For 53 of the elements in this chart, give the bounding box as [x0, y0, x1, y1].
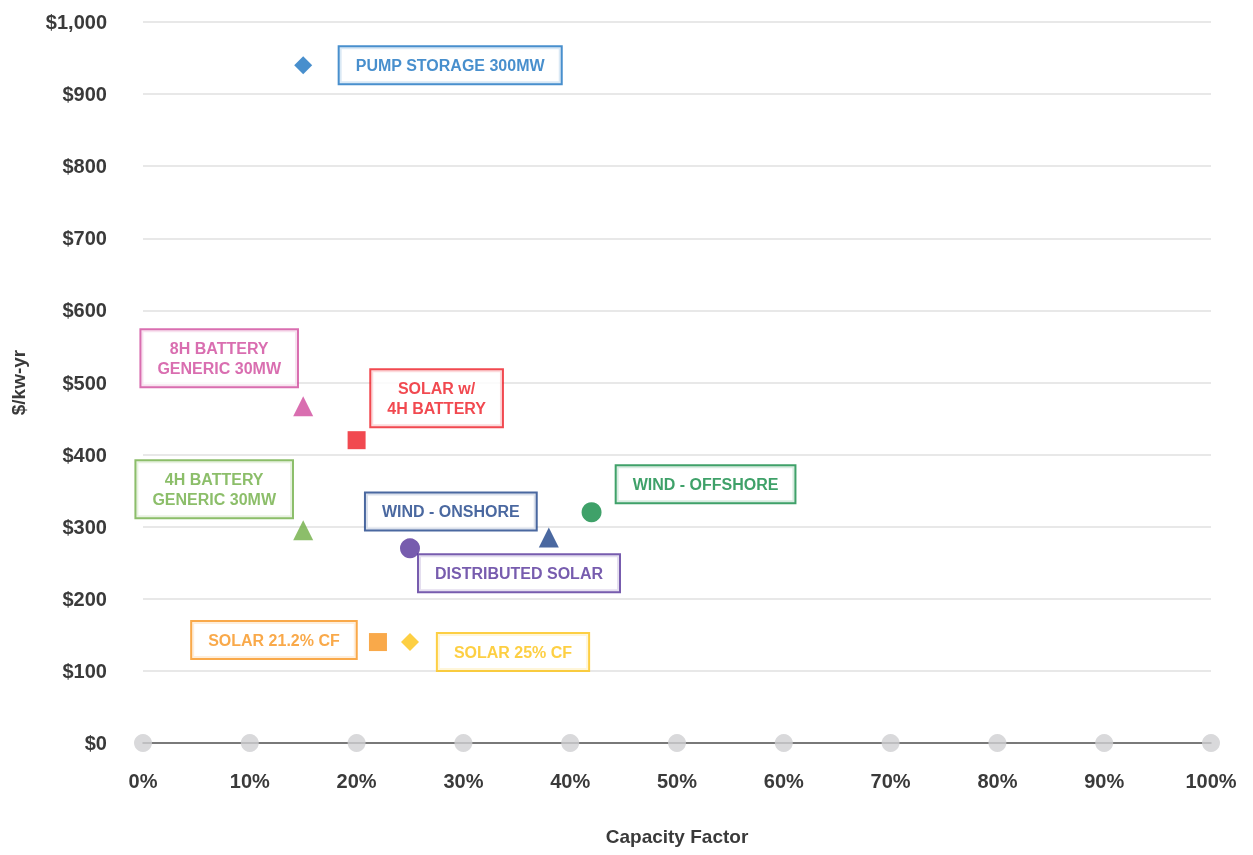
- point: [988, 734, 1007, 752]
- point: [347, 734, 366, 752]
- text: WIND - OFFSHORE: [632, 475, 779, 493]
- point: [347, 431, 366, 450]
- y-axis-title: $/kw-yr: [8, 349, 29, 416]
- y-tick-label: $600: [62, 299, 107, 322]
- x-tick-label: 0%: [128, 770, 158, 792]
- y-tick-label: $100: [62, 659, 107, 682]
- y-tick-label: $500: [62, 371, 107, 394]
- point: [1202, 734, 1220, 752]
- series-label: WIND - ONSHORE: [381, 503, 521, 521]
- series-label: 8H BATTERY GENERIC 30MW: [157, 339, 282, 377]
- y-tick-label: $300: [62, 515, 107, 538]
- x-tick-label: 90%: [1084, 770, 1125, 792]
- x-tick-label: 40%: [550, 770, 591, 792]
- y-tick-label: $0: [84, 732, 107, 754]
- x-tick-label: 60%: [763, 770, 805, 792]
- point: [774, 734, 793, 752]
- y-tick-label: $800: [62, 155, 107, 178]
- x-tick-label: 20%: [336, 770, 377, 792]
- point: [538, 527, 559, 548]
- point: [668, 734, 686, 752]
- y-tick-label: $900: [62, 83, 107, 106]
- x-tick-label: 30%: [443, 770, 484, 792]
- point: [1095, 734, 1114, 752]
- series-label: 4H BATTERY GENERIC 30MW: [152, 470, 277, 508]
- point: [881, 734, 900, 752]
- series-label: SOLAR 21.2% CF: [208, 631, 340, 649]
- x-tick-label: 10%: [229, 770, 271, 792]
- point: [581, 502, 602, 523]
- x-tick-label: 100%: [1185, 770, 1237, 792]
- point: [401, 633, 419, 652]
- point: [134, 734, 152, 752]
- text: PUMP STORAGE 300MW: [355, 56, 546, 74]
- point: [293, 520, 314, 541]
- x-tick-label: 50%: [656, 770, 698, 792]
- y-tick-label: $1,000: [45, 11, 107, 33]
- series-label: SOLAR w/ 4H BATTERY: [387, 379, 487, 417]
- series-label: DISTRIBUTED SOLAR: [435, 564, 604, 582]
- point: [561, 734, 580, 752]
- x-tick-label: 70%: [870, 770, 911, 792]
- point: [400, 538, 420, 559]
- point: [368, 633, 387, 652]
- x-axis-title: Capacity Factor: [605, 826, 749, 847]
- y-tick-label: $700: [62, 227, 107, 250]
- point: [294, 56, 313, 75]
- x-tick-label: 80%: [977, 770, 1018, 792]
- y-tick-label: $400: [62, 443, 107, 466]
- text: SOLAR 25% CF: [453, 643, 573, 661]
- y-tick-label: $200: [62, 587, 107, 610]
- point: [240, 734, 259, 752]
- point: [454, 734, 473, 752]
- point: [293, 396, 314, 417]
